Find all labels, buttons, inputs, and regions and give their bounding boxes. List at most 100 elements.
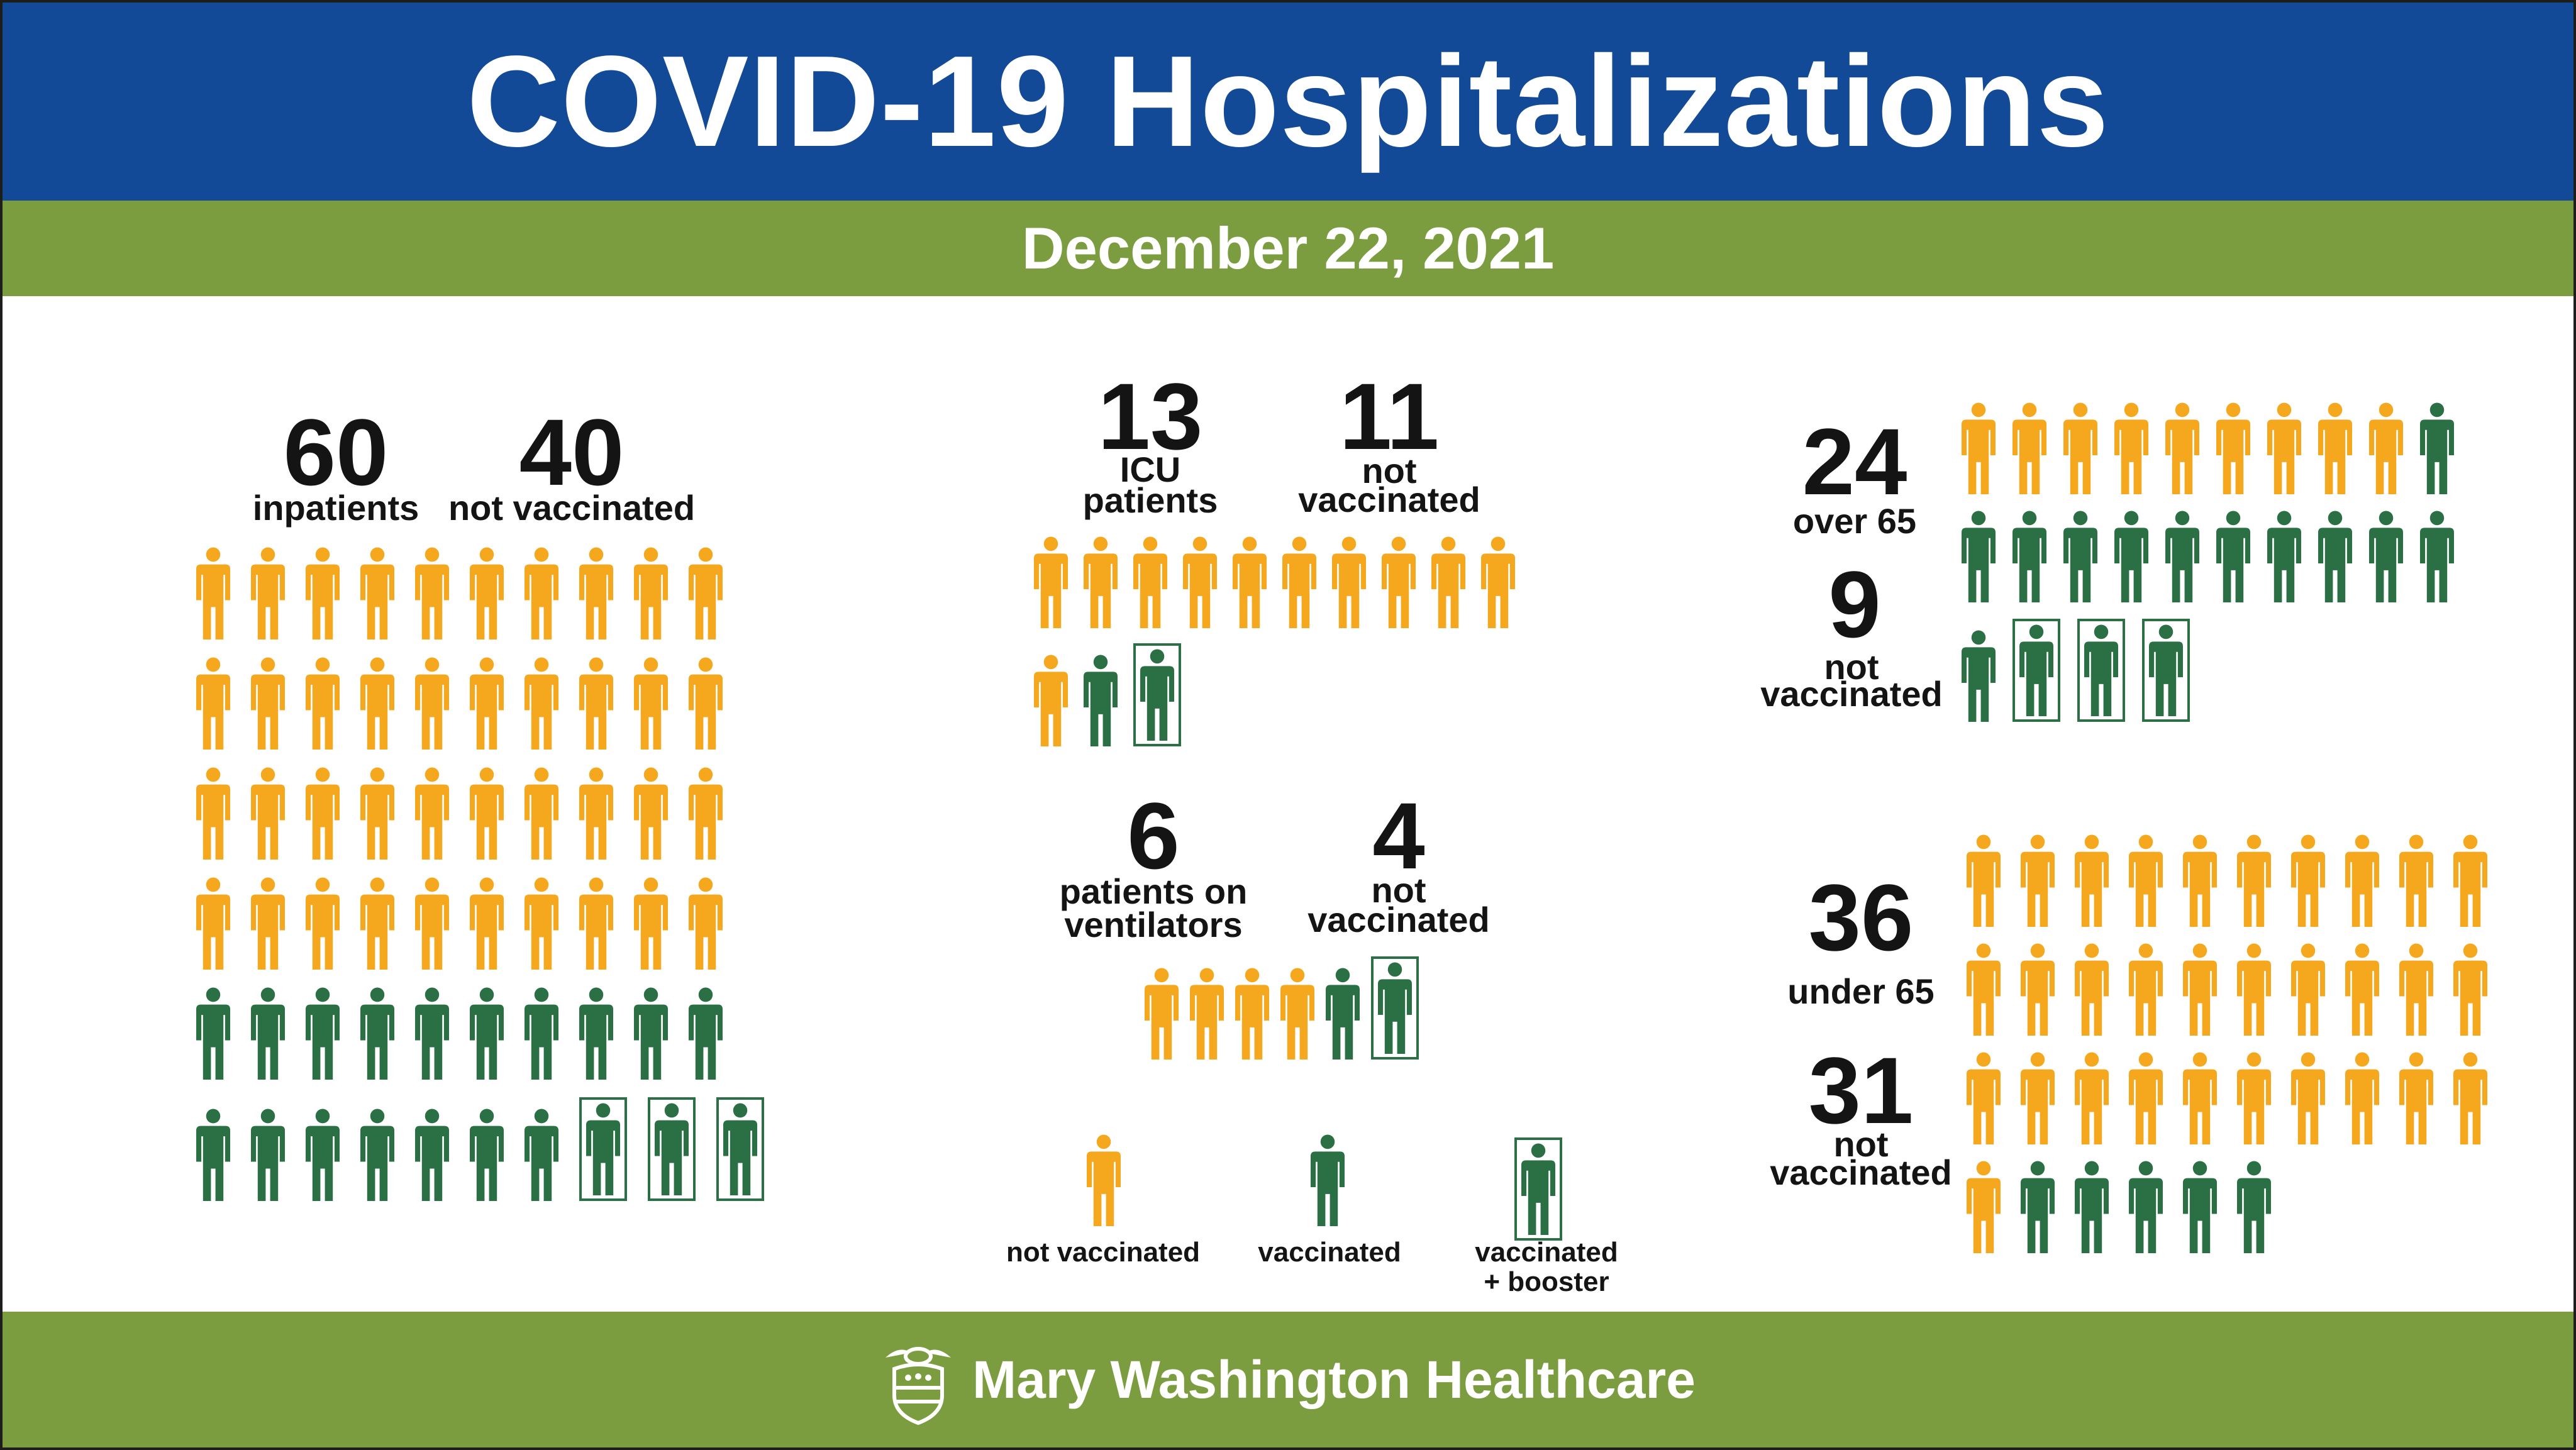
icu-not-vaccinated-label-line-2: vaccinated <box>1298 480 1480 519</box>
person-vaccinated-icon <box>525 1109 558 1201</box>
person-not-vaccinated-icon <box>1087 1134 1121 1226</box>
person-not-vaccinated-icon <box>2165 402 2199 494</box>
person-vaccinated-booster-icon <box>648 1097 696 1201</box>
icon-row <box>1967 834 2487 927</box>
person-not-vaccinated-icon <box>470 767 504 860</box>
person-vaccinated-icon <box>2216 511 2250 602</box>
ventilators-total-label-line-2: ventilators <box>1064 905 1243 944</box>
person-vaccinated-icon <box>2063 511 2097 602</box>
person-not-vaccinated-icon <box>1034 655 1068 746</box>
legend-label-vaccinated: vaccinated <box>1258 1237 1401 1268</box>
organization-name: Mary Washington Healthcare <box>972 1349 1696 1409</box>
icon-row <box>1967 943 2487 1036</box>
person-not-vaccinated-icon <box>634 547 668 639</box>
person-vaccinated-icon <box>360 987 394 1080</box>
person-vaccinated-icon <box>2420 511 2454 602</box>
person-vaccinated-icon <box>2165 511 2199 602</box>
legend-icon-not-vaccinated <box>1087 1134 1121 1226</box>
person-not-vaccinated-icon <box>2183 943 2217 1036</box>
icu-total-label-line-1: ICU <box>1119 450 1181 489</box>
person-vaccinated-icon <box>306 987 340 1080</box>
person-not-vaccinated-icon <box>2075 943 2109 1036</box>
person-not-vaccinated-icon <box>415 877 449 970</box>
person-not-vaccinated-icon <box>1133 536 1167 628</box>
person-not-vaccinated-icon <box>415 657 449 750</box>
icu-total: 13 <box>1097 363 1203 469</box>
person-vaccinated-icon <box>415 987 449 1080</box>
person-not-vaccinated-icon <box>196 657 230 750</box>
under-65-not-vaccinated-count: 31 <box>1808 1038 1914 1143</box>
person-vaccinated-icon <box>2075 1161 2109 1253</box>
person-not-vaccinated-icon <box>2453 1052 2487 1144</box>
report-date: December 22, 2021 <box>1021 215 1555 281</box>
legend-label-not-vaccinated: not vaccinated <box>1006 1237 1201 1268</box>
person-not-vaccinated-icon <box>689 657 723 750</box>
icon-row <box>196 987 723 1080</box>
icon-row <box>1962 511 2454 602</box>
icon-row <box>196 1097 764 1201</box>
person-not-vaccinated-icon <box>2399 1052 2433 1144</box>
inpatients-not-vaccinated-count: 40 <box>519 399 625 505</box>
icon-row <box>1962 402 2454 494</box>
person-not-vaccinated-icon <box>2129 1052 2163 1144</box>
under-65-not-vaccinated-label-line-2: vaccinated <box>1770 1153 1952 1192</box>
person-vaccinated-icon <box>2318 511 2352 602</box>
person-vaccinated-icon <box>2012 511 2046 602</box>
person-not-vaccinated-icon <box>689 547 723 639</box>
over-65-not-vaccinated-label-line-1: not <box>1824 647 1879 687</box>
person-not-vaccinated-icon <box>634 877 668 970</box>
person-not-vaccinated-icon <box>2114 402 2148 494</box>
person-not-vaccinated-icon <box>1282 536 1316 628</box>
person-vaccinated-icon <box>470 1109 504 1201</box>
person-not-vaccinated-icon <box>1233 536 1267 628</box>
inpatients-total: 60 <box>283 399 389 505</box>
person-vaccinated-icon <box>1962 630 1996 722</box>
person-not-vaccinated-icon <box>1332 536 1366 628</box>
person-not-vaccinated-icon <box>2453 943 2487 1036</box>
person-not-vaccinated-icon <box>1084 536 1118 628</box>
person-not-vaccinated-icon <box>415 767 449 860</box>
person-not-vaccinated-icon <box>251 657 285 750</box>
person-not-vaccinated-icon <box>2021 834 2055 927</box>
person-vaccinated-icon <box>2237 1161 2271 1253</box>
date-banner: December 22, 2021 <box>3 201 2573 296</box>
person-vaccinated-icon <box>2267 511 2301 602</box>
person-not-vaccinated-icon <box>251 877 285 970</box>
ventilators-not-vaccinated-label-line-2: vaccinated <box>1307 900 1490 939</box>
person-not-vaccinated-icon <box>360 877 394 970</box>
crest-logo-icon <box>886 1347 952 1425</box>
inpatients-total-label: inpatients <box>252 488 419 528</box>
person-not-vaccinated-icon <box>415 547 449 639</box>
person-vaccinated-icon <box>2420 402 2454 494</box>
person-not-vaccinated-icon <box>196 877 230 970</box>
icu-not-vaccinated-count: 11 <box>1339 363 1440 469</box>
person-not-vaccinated-icon <box>634 657 668 750</box>
ventilators-not-vaccinated-count: 4 <box>1372 783 1425 888</box>
ventilators-total: 6 <box>1127 783 1180 888</box>
icon-row <box>196 877 723 970</box>
person-vaccinated-booster-icon <box>2077 619 2125 722</box>
person-not-vaccinated-icon <box>1034 536 1068 628</box>
under-65-not-vaccinated-label-line-1: not <box>1833 1124 1889 1164</box>
person-not-vaccinated-icon <box>360 767 394 860</box>
person-vaccinated-booster-icon <box>1514 1137 1562 1241</box>
person-vaccinated-icon <box>196 987 230 1080</box>
person-not-vaccinated-icon <box>2129 943 2163 1036</box>
person-not-vaccinated-icon <box>360 547 394 639</box>
icu-total-label-line-2: patients <box>1082 480 1218 520</box>
person-not-vaccinated-icon <box>2063 402 2097 494</box>
icon-row <box>196 657 723 750</box>
person-not-vaccinated-icon <box>1382 536 1416 628</box>
person-not-vaccinated-icon <box>1280 968 1314 1060</box>
person-not-vaccinated-icon <box>2183 1052 2217 1144</box>
person-not-vaccinated-icon <box>1431 536 1465 628</box>
person-not-vaccinated-icon <box>1190 968 1224 1060</box>
person-not-vaccinated-icon <box>196 547 230 639</box>
person-not-vaccinated-icon <box>579 767 613 860</box>
person-not-vaccinated-icon <box>525 547 558 639</box>
person-not-vaccinated-icon <box>470 547 504 639</box>
person-not-vaccinated-icon <box>470 877 504 970</box>
person-not-vaccinated-icon <box>196 767 230 860</box>
person-not-vaccinated-icon <box>1235 968 1269 1060</box>
icon-row <box>1967 1052 2487 1144</box>
